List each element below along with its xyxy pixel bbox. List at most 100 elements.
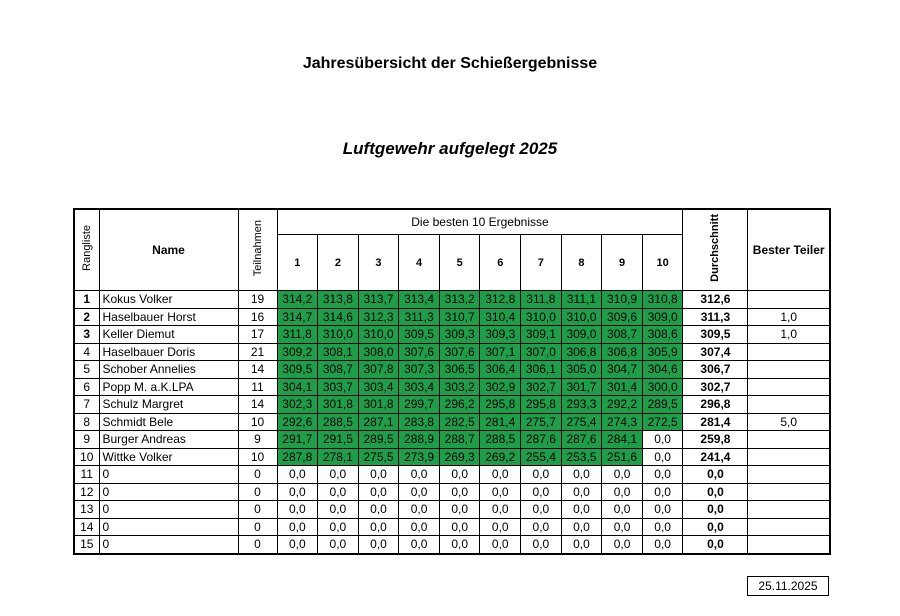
score-cell: 313,7 <box>357 290 400 309</box>
score-cell: 313,4 <box>398 290 440 309</box>
score-cell: 0,0 <box>520 465 562 484</box>
score-cell: 275,5 <box>357 447 400 466</box>
score-cell: 0,0 <box>601 500 643 519</box>
score-cell: 0,0 <box>276 482 319 501</box>
best-teiler-cell <box>747 535 831 554</box>
table-row: 2 Haselbauer Horst 16 314,7 314,6 312,3 311,3 3… <box>73 307 831 326</box>
score-cell: 291,7 <box>276 430 319 449</box>
score-cell: 296,2 <box>438 395 481 414</box>
name-cell: Haselbauer Doris <box>98 342 239 361</box>
average-cell: 0,0 <box>682 482 749 501</box>
score-cell: 301,8 <box>317 395 359 414</box>
score-cell: 275,4 <box>560 412 603 431</box>
score-cell: 269,3 <box>438 447 481 466</box>
score-cell: 295,8 <box>479 395 522 414</box>
rank-cell: 10 <box>73 447 100 466</box>
score-cell: 314,2 <box>276 290 319 309</box>
score-cell: 284,1 <box>601 430 643 449</box>
score-cell: 0,0 <box>601 482 643 501</box>
rank-cell: 4 <box>73 342 100 361</box>
score-cell: 302,9 <box>479 377 522 396</box>
average-cell: 241,4 <box>682 447 749 466</box>
score-cell: 310,7 <box>438 307 481 326</box>
score-cell: 311,8 <box>276 325 319 344</box>
rank-cell: 6 <box>73 377 100 396</box>
average-cell: 311,3 <box>682 307 749 326</box>
score-cell: 0,0 <box>357 517 400 536</box>
score-cell: 288,7 <box>438 430 481 449</box>
table-row: 3 Keller Diemut 17 311,8 310,0 310,0 309,5 309,… <box>73 325 831 344</box>
score-cell: 269,2 <box>479 447 522 466</box>
header-best-teiler: Bester Teiler <box>747 208 831 291</box>
score-cell: 313,8 <box>317 290 359 309</box>
score-cell: 0,0 <box>601 465 643 484</box>
header-score-6: 6 <box>479 234 522 291</box>
score-cell: 274,3 <box>601 412 643 431</box>
score-cell: 287,1 <box>357 412 400 431</box>
best-teiler-cell <box>747 482 831 501</box>
rank-cell: 9 <box>73 430 100 449</box>
rank-cell: 15 <box>73 535 100 554</box>
best-teiler-cell <box>747 290 831 309</box>
participations-cell: 14 <box>237 360 278 379</box>
header-name: Name <box>98 208 239 291</box>
score-cell: 0,0 <box>438 535 481 554</box>
score-cell: 308,6 <box>641 325 684 344</box>
score-cell: 309,0 <box>641 307 684 326</box>
average-cell: 281,4 <box>682 412 749 431</box>
score-cell: 309,0 <box>560 325 603 344</box>
score-cell: 309,5 <box>276 360 319 379</box>
score-cell: 310,0 <box>317 325 359 344</box>
best-teiler-cell <box>747 517 831 536</box>
name-cell: Schulz Margret <box>98 395 239 414</box>
best-teiler-cell: 5,0 <box>747 412 831 431</box>
average-cell: 312,6 <box>682 290 749 309</box>
score-cell: 303,4 <box>357 377 400 396</box>
score-cell: 0,0 <box>641 430 684 449</box>
score-cell: 282,5 <box>438 412 481 431</box>
score-cell: 255,4 <box>520 447 562 466</box>
score-cell: 309,3 <box>479 325 522 344</box>
score-cell: 281,4 <box>479 412 522 431</box>
page-title: Jahresübersicht der Schießergebnisse <box>302 55 598 72</box>
participations-cell: 0 <box>237 535 278 554</box>
score-cell: 0,0 <box>601 535 643 554</box>
score-cell: 307,0 <box>520 342 562 361</box>
score-cell: 0,0 <box>520 500 562 519</box>
score-cell: 0,0 <box>479 482 522 501</box>
score-cell: 310,8 <box>641 290 684 309</box>
table-row: 7 Schulz Margret 14 302,3 301,8 301,8 299,7 296… <box>73 395 831 414</box>
name-cell: Popp M. a.K.LPA <box>98 377 239 396</box>
score-cell: 305,0 <box>560 360 603 379</box>
participations-cell: 14 <box>237 395 278 414</box>
header-best10: Die besten 10 Ergebnisse <box>276 208 684 235</box>
score-cell: 308,1 <box>317 342 359 361</box>
score-cell: 0,0 <box>560 500 603 519</box>
participations-cell: 0 <box>237 465 278 484</box>
score-cell: 293,3 <box>560 395 603 414</box>
score-cell: 0,0 <box>479 535 522 554</box>
average-cell: 307,4 <box>682 342 749 361</box>
name-cell: Burger Andreas <box>98 430 239 449</box>
score-cell: 0,0 <box>520 535 562 554</box>
score-cell: 251,6 <box>601 447 643 466</box>
score-cell: 304,1 <box>276 377 319 396</box>
score-cell: 0,0 <box>560 535 603 554</box>
table-row: 4 Haselbauer Doris 21 309,2 308,1 308,0 307,6 3… <box>73 342 831 361</box>
score-cell: 0,0 <box>398 482 440 501</box>
score-cell: 308,7 <box>601 325 643 344</box>
rank-cell: 2 <box>73 307 100 326</box>
participations-cell: 11 <box>237 377 278 396</box>
score-cell: 307,6 <box>398 342 440 361</box>
rank-cell: 8 <box>73 412 100 431</box>
score-cell: 302,7 <box>520 377 562 396</box>
score-cell: 310,9 <box>601 290 643 309</box>
participations-cell: 21 <box>237 342 278 361</box>
average-cell: 296,8 <box>682 395 749 414</box>
average-cell: 259,8 <box>682 430 749 449</box>
header-score-2: 2 <box>317 234 359 291</box>
score-cell: 0,0 <box>479 500 522 519</box>
score-cell: 0,0 <box>601 517 643 536</box>
rank-cell: 12 <box>73 482 100 501</box>
header-average: Durchschnitt <box>682 208 749 291</box>
